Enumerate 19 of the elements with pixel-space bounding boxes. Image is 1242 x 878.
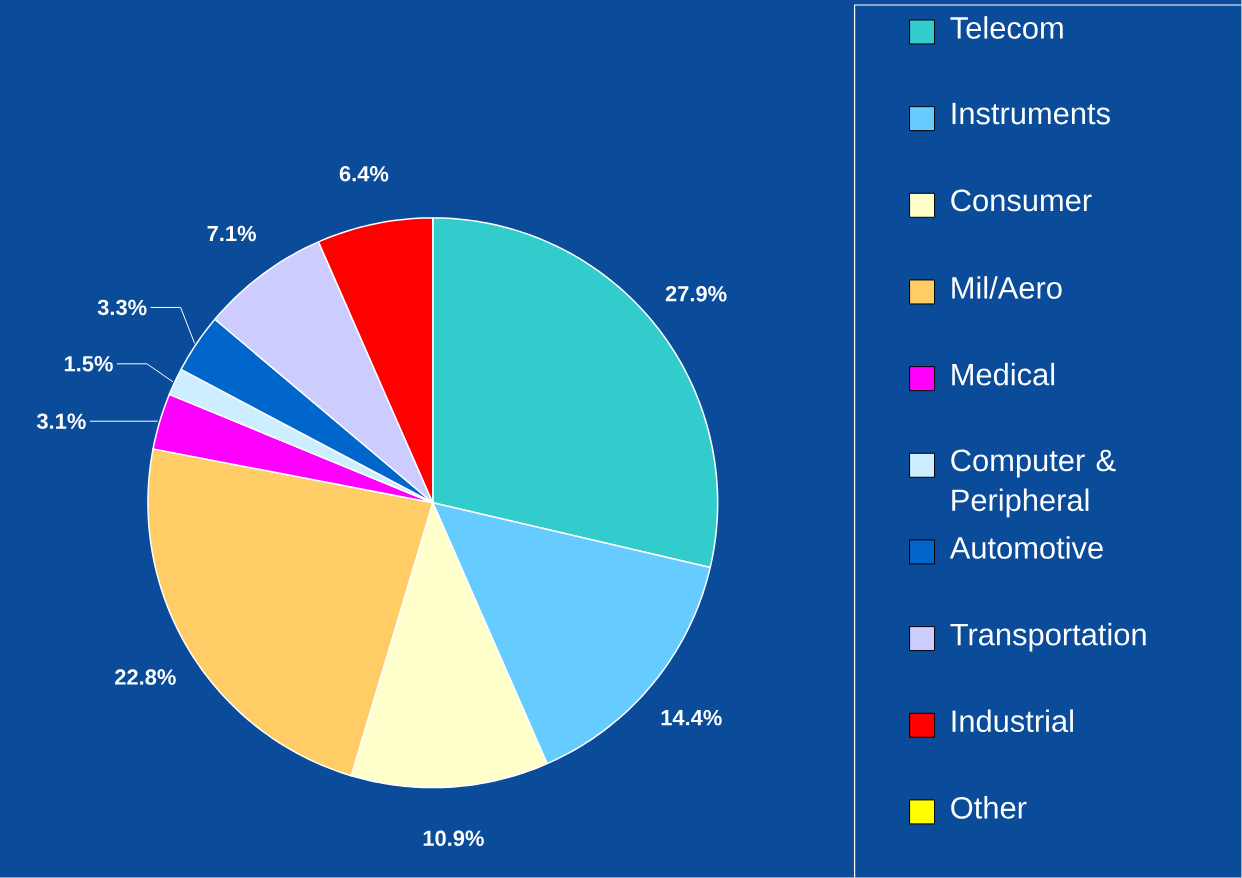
legend-label: Telecom — [950, 16, 1063, 39]
legend-label: Mil/Aero — [952, 276, 1062, 299]
legend-label: Transportation — [950, 622, 1146, 652]
data-label: 6.4% — [339, 165, 389, 182]
data-label: 14.4% — [661, 709, 722, 726]
data-label: 10.9% — [423, 830, 484, 846]
legend-label: Computer & Peripheral — [951, 449, 1116, 518]
data-label: 3.1% — [36, 413, 86, 429]
legend-label: Instruments — [952, 102, 1110, 125]
legend-label: Medical — [952, 362, 1055, 386]
data-label: 3.3% — [97, 299, 147, 316]
data-label: 27.9% — [665, 285, 727, 302]
legend-label: Other — [951, 796, 1027, 819]
data-label: 1.5% — [64, 356, 113, 372]
data-label: 22.8% — [115, 669, 176, 685]
legend-label: Industrial — [952, 709, 1073, 733]
data-label: 7.1% — [207, 225, 256, 242]
legend-label: Consumer — [951, 189, 1092, 212]
legend-label: Automotive — [949, 536, 1103, 559]
